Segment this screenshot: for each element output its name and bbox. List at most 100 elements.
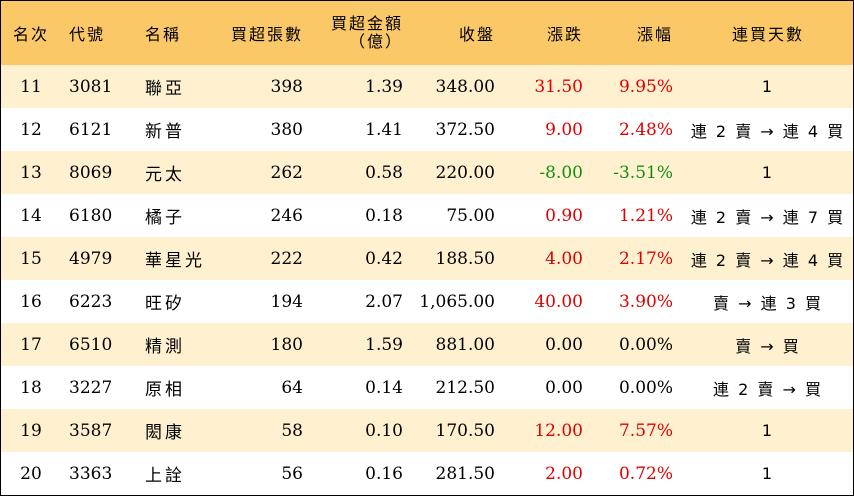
change-pct-cell: 0.72%: [618, 463, 673, 484]
rank-cell: 16: [20, 291, 42, 312]
table-row: 15 4979 華星光 222 0.42 188.50 4.00 2.17% 連 2 賣 → 連…: [1, 237, 853, 280]
code-cell: 6223: [69, 291, 113, 312]
table-row: 19 3587 閎康 58 0.10 170.50 12.00 7.57% 1: [1, 409, 853, 452]
change-pct-cell: 2.48%: [618, 119, 673, 140]
name-cell: 上詮: [145, 466, 185, 486]
streak-cell: 1: [761, 464, 775, 483]
name-cell: 精測: [145, 337, 185, 357]
name-cell: 橘子: [145, 208, 185, 228]
streak-cell: 1: [761, 163, 775, 182]
header-change: 漲跌: [546, 25, 583, 44]
streak-cell: 1: [761, 421, 775, 440]
streak-cell: 賣 → 連 3 買: [713, 293, 823, 313]
table-row: 17 6510 精測 180 1.59 881.00 0.00 0.00% 賣 → 買: [1, 323, 853, 366]
name-cell: 原相: [145, 380, 185, 400]
code-cell: 3587: [69, 420, 113, 441]
name-cell: 旺矽: [145, 294, 185, 314]
name-cell: 華星光: [145, 251, 205, 271]
table-row: 16 6223 旺矽 194 2.07 1,065.00 40.00 3.90% 賣 → 連 3…: [1, 280, 853, 323]
name-cell: 閎康: [145, 423, 185, 443]
net-buy-amount-cell: 2.07: [365, 291, 403, 312]
close-price-cell: 212.50: [435, 377, 495, 398]
code-cell: 6510: [69, 334, 113, 355]
net-buy-lots-cell: 56: [281, 463, 303, 484]
close-price-cell: 220.00: [435, 162, 495, 183]
change-cell: 12.00: [534, 420, 583, 441]
net-buy-lots-cell: 246: [270, 205, 303, 226]
net-buy-lots-cell: 58: [281, 420, 303, 441]
rank-cell: 17: [20, 334, 42, 355]
change-pct-cell: 2.17%: [618, 248, 673, 269]
close-price-cell: 281.50: [435, 463, 495, 484]
name-cell: 元太: [145, 165, 185, 185]
header-net-buy-amount: 買超金額 （億）: [311, 1, 403, 65]
change-pct-cell: 3.90%: [618, 291, 673, 312]
streak-cell: 連 2 賣 → 連 7 買: [690, 207, 846, 227]
rank-cell: 14: [20, 205, 42, 226]
change-cell: 31.50: [534, 76, 583, 97]
table-header: 名次 代號 名稱 買超張數 買超金額 （億） 收盤 漲跌 漲幅 連買天數: [1, 1, 853, 65]
table-row: 12 6121 新普 380 1.41 372.50 9.00 2.48% 連 2 賣 → 連 …: [1, 108, 853, 151]
header-streak: 連買天數: [731, 25, 804, 44]
net-buy-amount-cell: 0.42: [365, 248, 403, 269]
rank-cell: 12: [20, 119, 42, 140]
table-row: 13 8069 元太 262 0.58 220.00 -8.00 -3.51% 1: [1, 151, 853, 194]
streak-cell: 連 2 賣 → 買: [713, 379, 823, 399]
close-price-cell: 348.00: [435, 76, 495, 97]
net-buy-amount-cell: 1.59: [365, 334, 403, 355]
change-cell: 0.90: [545, 205, 583, 226]
change-pct-cell: 0.00%: [618, 377, 673, 398]
code-cell: 3363: [69, 463, 113, 484]
net-buy-amount-cell: 0.18: [365, 205, 403, 226]
change-pct-cell: 1.21%: [618, 205, 673, 226]
table-row: 20 3363 上詮 56 0.16 281.50 2.00 0.72% 1: [1, 452, 853, 495]
table-row: 18 3227 原相 64 0.14 212.50 0.00 0.00% 連 2 賣 → 買: [1, 366, 853, 409]
streak-cell: 1: [761, 77, 775, 96]
header-code: 代號: [69, 25, 106, 44]
net-buy-lots-cell: 64: [281, 377, 303, 398]
rank-cell: 11: [20, 76, 42, 97]
header-close: 收盤: [458, 25, 495, 44]
table-row: 14 6180 橘子 246 0.18 75.00 0.90 1.21% 連 2 賣 → 連 7…: [1, 194, 853, 237]
header-net-buy-amount-unit: （億）: [348, 32, 403, 51]
net-buy-amount-cell: 0.10: [365, 420, 403, 441]
name-cell: 聯亞: [145, 79, 185, 99]
header-change-pct: 漲幅: [636, 25, 673, 44]
streak-cell: 連 2 賣 → 連 4 買: [690, 250, 846, 270]
rank-cell: 13: [20, 162, 42, 183]
change-cell: 2.00: [545, 463, 583, 484]
rank-cell: 19: [20, 420, 42, 441]
change-cell: 4.00: [545, 248, 583, 269]
streak-cell: 賣 → 買: [735, 336, 801, 356]
code-cell: 6121: [69, 119, 113, 140]
rank-cell: 15: [20, 248, 42, 269]
name-cell: 新普: [145, 122, 185, 142]
close-price-cell: 372.50: [435, 119, 495, 140]
code-cell: 4979: [69, 248, 113, 269]
change-cell: 0.00: [545, 334, 583, 355]
code-cell: 3227: [69, 377, 113, 398]
change-pct-cell: 9.95%: [618, 76, 673, 97]
code-cell: 6180: [69, 205, 113, 226]
change-pct-cell: 7.57%: [618, 420, 673, 441]
header-net-buy-amount-label: 買超金額: [330, 14, 403, 33]
net-buy-amount-cell: 1.39: [365, 76, 403, 97]
net-buy-amount-cell: 0.16: [365, 463, 403, 484]
rank-cell: 18: [20, 377, 42, 398]
header-net-buy-lots: 買超張數: [230, 25, 303, 44]
close-price-cell: 75.00: [446, 205, 495, 226]
streak-cell: 連 2 賣 → 連 4 買: [690, 121, 846, 141]
change-cell: -8.00: [539, 162, 583, 183]
close-price-cell: 170.50: [435, 420, 495, 441]
net-buy-amount-cell: 0.14: [365, 377, 403, 398]
net-buy-amount-cell: 0.58: [365, 162, 403, 183]
close-price-cell: 1,065.00: [419, 291, 495, 312]
change-cell: 40.00: [534, 291, 583, 312]
net-buy-lots-cell: 262: [270, 162, 303, 183]
change-pct-cell: -3.51%: [613, 162, 673, 183]
net-buy-lots-cell: 398: [270, 76, 303, 97]
header-rank: 名次: [12, 25, 49, 44]
net-buy-lots-cell: 180: [270, 334, 303, 355]
net-buy-lots-cell: 194: [270, 291, 303, 312]
